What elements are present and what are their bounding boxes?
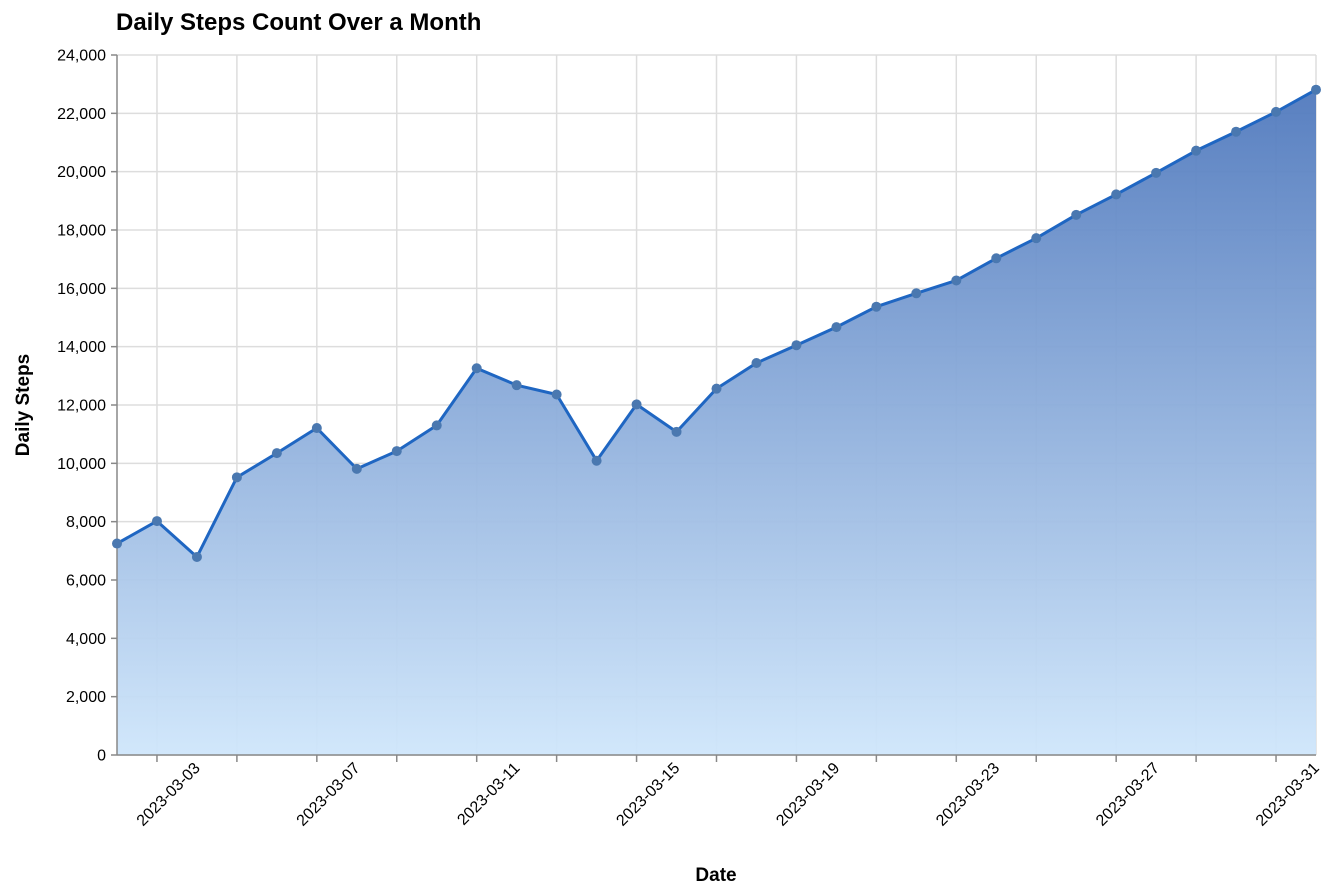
data-point — [751, 358, 762, 368]
x-tick-label: 2023-03-15 — [613, 760, 683, 830]
y-tick-label: 10,000 — [57, 456, 106, 473]
x-tick-label: 2023-03-07 — [294, 760, 364, 830]
data-point — [391, 446, 402, 457]
x-tick-label: 2023-03-31 — [1253, 760, 1323, 830]
x-tick-label: 2023-03-03 — [134, 760, 204, 830]
data-point — [1031, 233, 1042, 244]
area-fill — [117, 89, 1316, 756]
x-tick-label: 2023-03-11 — [454, 760, 523, 829]
data-point — [151, 516, 162, 527]
y-tick-label: 4,000 — [66, 631, 106, 648]
data-point — [471, 363, 482, 374]
data-point — [671, 426, 682, 437]
y-tick-label: 2,000 — [66, 689, 106, 706]
data-point — [631, 399, 642, 410]
y-tick-label: 0 — [97, 748, 106, 765]
data-point — [431, 420, 442, 431]
data-point — [551, 389, 562, 400]
data-point — [1151, 167, 1162, 178]
data-point — [871, 301, 882, 312]
data-point — [231, 472, 242, 483]
x-tick-label: 2023-03-19 — [773, 760, 843, 830]
y-tick-label: 20,000 — [57, 164, 106, 181]
data-point — [511, 380, 522, 391]
y-tick-label: 22,000 — [57, 106, 106, 123]
data-point — [311, 423, 322, 434]
chart-title: Daily Steps Count Over a Month — [116, 9, 481, 36]
data-point — [1311, 84, 1321, 95]
y-tick-label: 16,000 — [57, 281, 106, 298]
points-layer — [112, 84, 1321, 562]
data-point — [1071, 209, 1082, 220]
data-point — [1191, 145, 1202, 156]
y-axis-title: Daily Steps — [13, 354, 34, 456]
y-tick-label: 6,000 — [66, 573, 106, 590]
data-point — [951, 275, 962, 286]
data-point — [911, 288, 922, 299]
data-point — [191, 551, 202, 562]
y-tick-label: 8,000 — [66, 514, 106, 531]
data-point — [831, 322, 842, 333]
data-point — [1231, 126, 1242, 137]
data-point — [991, 253, 1002, 264]
data-point — [351, 463, 362, 474]
data-point — [711, 383, 722, 394]
data-point — [112, 538, 122, 549]
y-tick-label: 12,000 — [57, 398, 106, 415]
data-point — [1271, 106, 1282, 117]
y-tick-label: 14,000 — [57, 339, 106, 356]
x-tick-label: 2023-03-23 — [933, 760, 1003, 830]
y-tick-label: 18,000 — [57, 223, 106, 240]
data-point — [1111, 189, 1122, 200]
data-point — [271, 448, 282, 459]
data-point — [591, 455, 602, 466]
y-tick-label: 24,000 — [57, 48, 106, 65]
x-axis-title: Date — [695, 865, 736, 886]
x-tick-label: 2023-03-27 — [1093, 760, 1163, 830]
data-point — [791, 340, 802, 351]
